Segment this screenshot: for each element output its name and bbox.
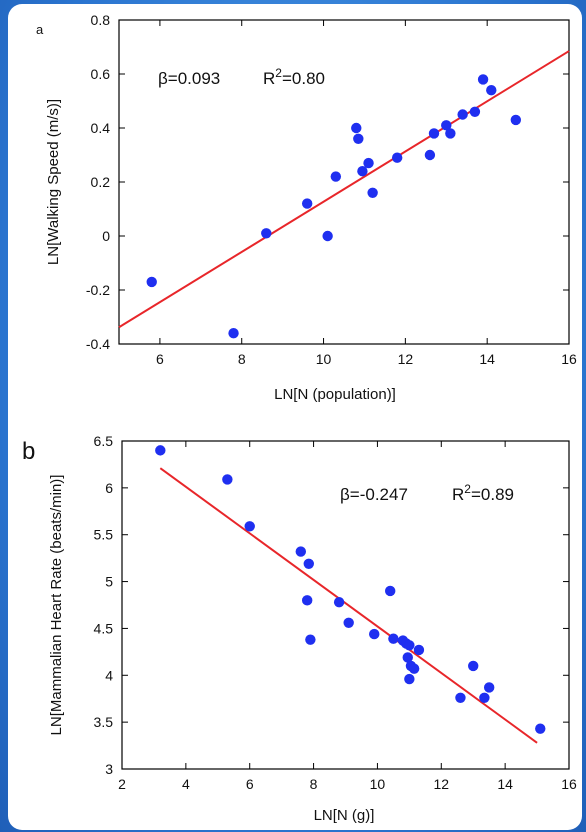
panel-a-y-axis-label: LN[Walking Speed (m/s)] — [45, 99, 62, 265]
panel-a-data-point-19 — [477, 74, 489, 85]
panel-b-xtick-label: 12 — [433, 776, 449, 792]
panel-a-data-point-6 — [330, 171, 342, 182]
panel-a-xtick-label: 12 — [398, 351, 414, 367]
panel-a-xtick-label: 8 — [238, 351, 246, 367]
panel-a-r2-exponent: 2 — [275, 66, 282, 80]
panel-b-plot-frame — [121, 440, 570, 770]
panel-a-ytick-label: 0.2 — [91, 174, 111, 190]
panel-b-data-point-25 — [535, 723, 546, 734]
panel-b-data-point-22 — [468, 660, 479, 672]
panel-b-data-point-4 — [295, 546, 306, 557]
panel-a-data-point-15 — [441, 120, 452, 131]
panel-a-data-point-17 — [457, 109, 468, 120]
panel-b-data-point-7 — [305, 634, 316, 645]
panel-a-ytick-label: 0.8 — [91, 12, 111, 28]
panel-a-xtick-label: 10 — [316, 351, 332, 367]
figure-card: 6 8 10 12 14 16 -0.4 -0.2 0 0.2 0.4 0.6 0.8 LN[N (pop… — [8, 4, 582, 830]
panel-b-data-point-21 — [455, 692, 466, 703]
panel-b-ytick-label: 3 — [105, 761, 113, 777]
panel-a-r2-annotation: R2=0.80 — [263, 66, 325, 88]
panel-b-r2-exponent: 2 — [464, 482, 471, 496]
panel-b-data-point-2 — [222, 474, 233, 485]
panel-b-data-point-23 — [479, 692, 490, 703]
panel-a-ytick-label: 0.6 — [91, 66, 111, 82]
panel-a-xtick-label: 14 — [479, 351, 495, 367]
panel-b-ytick-label: 5 — [105, 574, 113, 590]
panel-a-data-point-11 — [367, 187, 378, 198]
panel-b-xtick-label: 10 — [370, 776, 386, 792]
panel-b-data-point-18 — [408, 663, 420, 674]
panel-b-ytick-label: 4 — [105, 667, 113, 683]
panel-b-xtick-label: 4 — [182, 776, 190, 792]
panel-b-data-point-24 — [483, 682, 495, 693]
panel-a-data-point-1 — [146, 276, 157, 288]
panel-b-data-point-5 — [303, 558, 314, 569]
panel-b-r2-letter: R — [452, 485, 464, 504]
panel-b-data-point-20 — [404, 673, 415, 685]
panel-a-beta-annotation: β=0.093 — [158, 69, 220, 88]
panel-a-data-point-8 — [353, 133, 364, 144]
panel-a-data-point-18 — [469, 106, 481, 118]
panel-a-data-point-20 — [486, 85, 497, 96]
panel-b-r2-annotation: R2=0.89 — [452, 482, 514, 504]
panel-b-data-point-15 — [404, 640, 415, 651]
panel-b-r2-value: =0.89 — [471, 485, 514, 504]
panel-a-data-point-12 — [391, 152, 403, 163]
panel-a-data-point-16 — [445, 128, 456, 139]
panel-b-data-point-11 — [385, 585, 396, 597]
panel-a-ytick-label: -0.4 — [86, 336, 110, 352]
panel-b-data-point-3 — [244, 521, 255, 532]
panel-b-ytick-label: 4.5 — [94, 620, 114, 636]
panel-a-data-point-21 — [510, 114, 522, 126]
panel-a-data-point-4 — [301, 198, 313, 209]
panel-a-data-point-10 — [363, 157, 374, 169]
panel-a-label: a — [36, 22, 44, 37]
panel-a-fit-line — [118, 50, 570, 329]
panel-b-data-point-19 — [413, 644, 425, 656]
panel-b-ytick-label: 6.5 — [94, 433, 114, 449]
panel-a-data-point-9 — [357, 166, 368, 177]
panel-b-data-point-1 — [155, 445, 166, 456]
panel-b-data-point-8 — [333, 596, 345, 608]
panel-b-xtick-label: 6 — [246, 776, 254, 792]
panel-b-xtick-label: 14 — [497, 776, 513, 792]
panel-a-data-point-7 — [351, 122, 362, 134]
panel-b-ytick-label: 6 — [105, 480, 113, 496]
panel-b-y-axis-label: LN[Mammalian Heart Rate (beats/min)] — [48, 475, 65, 736]
panel-b-fit-line — [159, 467, 538, 744]
panel-b-xtick-label: 2 — [118, 776, 126, 792]
panel-a-ytick-label: 0 — [102, 228, 110, 244]
panel-a-x-axis-label: LN[N (population)] — [274, 386, 396, 403]
panel-b-xtick-label: 16 — [561, 776, 577, 792]
panel-b-data-point-6 — [301, 595, 313, 606]
panel-b-label: b — [22, 438, 35, 465]
panel-a-data-point-3 — [261, 228, 272, 239]
panel-a-ytick-label: -0.2 — [86, 282, 110, 298]
panel-a-data-point-2 — [228, 328, 239, 339]
panel-a-ytick-label: 0.4 — [91, 120, 111, 136]
panel-b-ytick-label: 5.5 — [94, 527, 114, 543]
panel-b-beta-annotation: β=-0.247 — [340, 485, 408, 504]
panel-b-data-point-10 — [369, 628, 380, 640]
panel-b-ytick-label: 3.5 — [94, 714, 114, 730]
panel-a-data-point-13 — [424, 149, 436, 161]
panel-b-data-point-9 — [343, 617, 354, 629]
panel-b-data-point-16 — [402, 652, 413, 663]
panel-b-data-point-12 — [388, 633, 399, 644]
panel-a-r2-letter: R — [263, 69, 275, 88]
panel-a-xtick-label: 6 — [156, 351, 164, 367]
panel-a-r2-value: =0.80 — [282, 69, 325, 88]
panel-a-data-point-14 — [428, 128, 440, 139]
panel-b-x-axis-label: LN[N (g)] — [314, 807, 375, 824]
panel-a-data-point-5 — [322, 230, 333, 242]
panel-b-xtick-label: 8 — [310, 776, 318, 792]
figure-svg: 6 8 10 12 14 16 -0.4 -0.2 0 0.2 0.4 0.6 0.8 LN[N (pop… — [22, 12, 577, 824]
panel-a-xtick-label: 16 — [561, 351, 577, 367]
